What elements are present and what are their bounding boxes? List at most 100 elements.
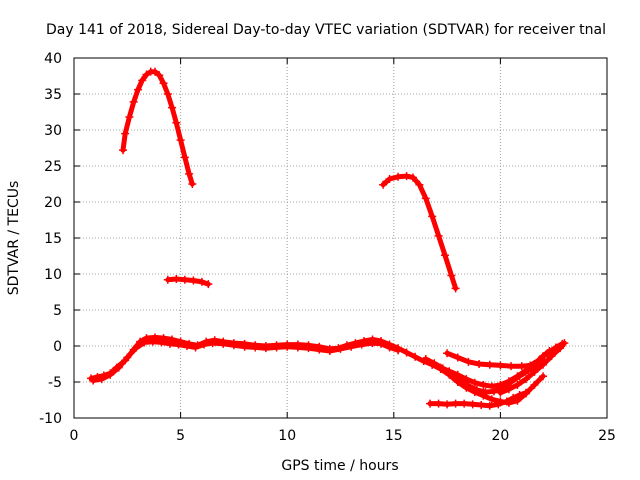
data-point	[129, 97, 138, 106]
data-point	[447, 271, 456, 280]
x-tick-label: 20	[491, 428, 509, 444]
data-point	[251, 343, 260, 352]
y-tick-label: -5	[48, 375, 62, 391]
data-point	[114, 363, 123, 372]
series-trace	[120, 69, 195, 187]
data-point	[487, 395, 496, 404]
data-point	[421, 354, 430, 363]
data-point	[515, 372, 524, 381]
data-point	[163, 90, 172, 98]
data-point	[539, 372, 548, 381]
tick-labels: 0 5 10 15 20 25 -10 -5 0 5 10 15 20 25 30 35 40	[39, 51, 616, 444]
data-point	[123, 353, 132, 362]
series-arc-afternoon-peak	[379, 172, 460, 293]
data-point	[172, 275, 181, 284]
data-point	[151, 67, 160, 76]
data-point	[530, 380, 539, 389]
data-point	[155, 71, 164, 80]
data-point	[485, 360, 494, 369]
data-point	[470, 388, 479, 397]
data-point	[189, 276, 198, 285]
x-tick-label: 25	[598, 428, 616, 444]
data-point	[402, 348, 411, 357]
series-arc-morning-peak	[119, 67, 197, 188]
x-tick-label: 10	[278, 428, 296, 444]
data-point	[336, 344, 345, 353]
series-arc-late-2	[443, 339, 567, 371]
data-point	[125, 113, 134, 122]
data-point	[526, 361, 535, 370]
data-point	[204, 280, 213, 289]
data-point	[293, 343, 302, 352]
data-point	[513, 380, 522, 389]
data-point	[547, 352, 556, 361]
data-point	[464, 357, 473, 366]
data-point	[165, 339, 174, 348]
y-tick-label: 10	[44, 267, 62, 283]
x-tick-label: 0	[70, 428, 79, 444]
y-tick-label: 35	[44, 87, 62, 103]
data-point	[148, 337, 157, 346]
series-arc-baseline-secondary	[89, 337, 403, 385]
y-tick-label: 25	[44, 159, 62, 175]
data-point	[261, 344, 270, 353]
data-point	[515, 390, 524, 399]
x-tick-label: 5	[176, 428, 185, 444]
data-point	[197, 277, 206, 286]
data-point	[347, 342, 356, 351]
y-tick-label: 20	[44, 195, 62, 211]
data-point	[451, 284, 460, 293]
data-point	[157, 338, 166, 347]
data-point	[436, 365, 445, 374]
data-point	[180, 153, 189, 162]
data-point	[185, 169, 194, 178]
data-point	[428, 212, 437, 221]
data-point	[133, 85, 142, 94]
data-point	[475, 360, 484, 368]
data-point	[530, 367, 539, 376]
data-point	[487, 382, 496, 391]
data-point	[140, 338, 149, 347]
y-tick-label: 0	[53, 339, 62, 355]
data-point	[453, 378, 462, 386]
data-point	[534, 356, 543, 365]
data-point	[434, 231, 443, 240]
data-point	[517, 362, 526, 371]
data-point	[485, 401, 494, 410]
data-point	[379, 180, 388, 189]
chart-title: Day 141 of 2018, Sidereal Day-to-day VTE…	[46, 22, 606, 38]
data-point	[168, 103, 177, 112]
data-point	[494, 400, 503, 409]
data-point	[477, 401, 486, 410]
data-point	[131, 344, 140, 353]
data-point	[443, 349, 452, 358]
data-point	[385, 343, 394, 352]
data-point	[468, 400, 477, 409]
data-point	[560, 339, 569, 348]
plot-series	[87, 67, 569, 410]
data-point	[521, 375, 530, 384]
data-point	[174, 340, 183, 349]
data-point	[163, 275, 172, 284]
data-point	[470, 378, 479, 387]
data-point	[521, 388, 530, 397]
data-point	[453, 353, 462, 362]
y-tick-label: 30	[44, 123, 62, 139]
data-point	[426, 399, 435, 408]
data-point	[200, 340, 209, 349]
data-point	[119, 146, 128, 155]
data-point	[479, 380, 488, 389]
data-point	[229, 341, 238, 350]
series-arc-right-tail	[496, 339, 569, 397]
series-arc-bottom	[426, 388, 530, 410]
data-point	[443, 400, 452, 409]
data-point	[304, 344, 313, 353]
series-arc-flat-9	[163, 275, 213, 289]
data-point	[507, 362, 516, 371]
data-point	[240, 342, 249, 351]
data-point	[368, 339, 377, 348]
data-point	[411, 352, 420, 361]
data-point	[357, 340, 366, 349]
data-point	[496, 388, 505, 397]
